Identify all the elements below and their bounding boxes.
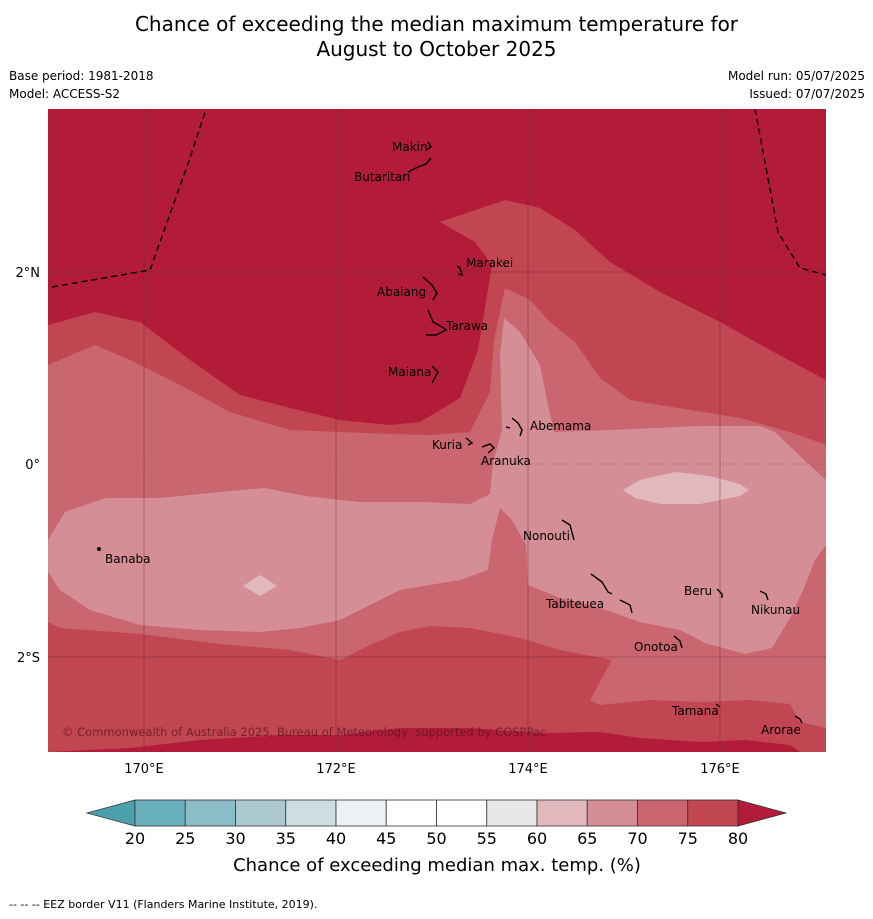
lon-label-174: 174°E: [508, 762, 548, 777]
colorbar-tick-20: 20: [125, 829, 145, 848]
label-onotoa: Onotoa: [634, 640, 678, 654]
colorbar-tick-35: 35: [276, 829, 296, 848]
colorbar-ticks: 20 25 30 35 40 45 50 55 60 65 70 75 80: [125, 829, 748, 848]
colorbar-tick-70: 70: [627, 829, 647, 848]
model-name: Model: ACCESS-S2: [9, 87, 121, 101]
colorbar-tick-65: 65: [577, 829, 597, 848]
lon-label-176: 176°E: [700, 762, 740, 777]
model-run: Model run: 05/07/2025: [727, 69, 865, 83]
label-tabiteuea: Tabiteuea: [545, 597, 604, 611]
label-aranuka: Aranuka: [481, 454, 531, 468]
band-55-60: [623, 472, 749, 504]
colorbar-segment-60-65: [536, 799, 588, 827]
colorbar-tick-60: 60: [527, 829, 547, 848]
base-period: Base period: 1981-2018: [9, 69, 154, 83]
label-nikunau: Nikunau: [751, 603, 800, 617]
label-butaritari: Butaritari: [354, 170, 411, 184]
label-tarawa: Tarawa: [445, 319, 488, 333]
label-maiana: Maiana: [388, 365, 431, 379]
label-beru: Beru: [684, 584, 712, 598]
place-labels: Makin Butaritari Marakei Abaiang Tarawa …: [105, 140, 801, 737]
colorbar-segment-65-70: [586, 799, 638, 827]
label-abaiang: Abaiang: [377, 285, 426, 299]
label-banaba: Banaba: [105, 552, 151, 566]
lat-axis-labels: 2°N 0° 2°S: [16, 266, 41, 666]
probability-field: Makin Butaritari Marakei Abaiang Tarawa …: [48, 109, 826, 752]
lon-axis-labels: 170°E 172°E 174°E 176°E: [124, 762, 740, 777]
meta-left: Base period: 1981-2018 Model: ACCESS-S2: [9, 67, 154, 103]
colorbar-segment-70-75: [637, 799, 689, 827]
colorbar-segment-20-25: [134, 799, 186, 827]
lon-label-170: 170°E: [124, 762, 164, 777]
label-makin: Makin: [392, 140, 428, 154]
chart-title: Chance of exceeding the median maximum t…: [0, 12, 873, 62]
colorbar-tick-50: 50: [426, 829, 446, 848]
label-arorae: Arorae: [761, 723, 801, 737]
colorbar-extend-high: [737, 799, 788, 827]
label-nonouti: Nonouti: [523, 529, 570, 543]
lat-label-0: 0°: [25, 458, 40, 473]
colorbar-segment-45-50: [385, 799, 437, 827]
colorbar-segment-50-55: [436, 799, 488, 827]
island-outlines: [96, 141, 803, 724]
colorbar-tick-40: 40: [326, 829, 346, 848]
title-line-2: August to October 2025: [316, 37, 557, 61]
colorbar: [85, 799, 788, 827]
colorbar-extend-low: [85, 799, 136, 827]
meta-right: Model run: 05/07/2025 Issued: 07/07/2025: [728, 67, 865, 103]
colorbar-label: Chance of exceeding median max. temp. (%…: [233, 855, 641, 876]
colorbar-tick-75: 75: [678, 829, 698, 848]
eez-borders: [51, 109, 826, 288]
label-abemama: Abemama: [530, 419, 591, 433]
colorbar-segment-35-40: [285, 799, 337, 827]
colorbar-tick-30: 30: [225, 829, 245, 848]
colorbar-segment-55-60: [486, 799, 538, 827]
label-kuria: Kuria: [432, 438, 463, 452]
label-marakei: Marakei: [466, 256, 513, 270]
lat-label-2s: 2°S: [17, 651, 40, 666]
lat-label-2n: 2°N: [16, 266, 41, 281]
colorbar-segment-75-80: [687, 799, 739, 827]
colorbar-segment-25-30: [184, 799, 236, 827]
label-tamana: Tamana: [671, 704, 719, 718]
grid-lines: [48, 109, 826, 752]
colorbar-segment-40-45: [335, 799, 387, 827]
title-line-1: Chance of exceeding the median maximum t…: [134, 12, 739, 36]
eez-footnote: -- -- -- EEZ border V11 (Flanders Marine…: [9, 898, 318, 911]
colorbar-tick-55: 55: [477, 829, 497, 848]
band-60-65: [48, 318, 826, 654]
lon-label-172: 172°E: [316, 762, 356, 777]
colorbar-tick-25: 25: [175, 829, 195, 848]
copyright-text: © Commonwealth of Australia 2025, Bureau…: [62, 725, 546, 739]
colorbar-tick-80: 80: [728, 829, 748, 848]
colorbar-tick-45: 45: [376, 829, 396, 848]
issued-date: Issued: 07/07/2025: [749, 87, 865, 101]
colorbar-segment-30-35: [235, 799, 287, 827]
band-55-60-small: [243, 575, 277, 596]
